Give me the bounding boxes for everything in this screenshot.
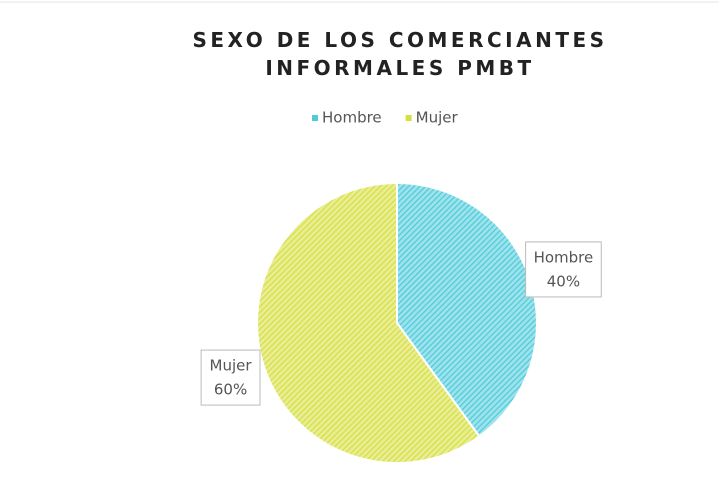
legend-label: Hombre [322,109,382,127]
pie-slice [256,181,481,464]
chart-title: SEXO DE LOS COMERCIANTES INFORMALES PMBT [192,28,608,80]
data-label-category: Hombre [534,248,594,266]
data-label-box [200,349,261,406]
data-label-box [525,241,602,298]
data-label: Mujer 60% [200,349,261,406]
data-label-value: 60% [214,381,247,399]
data-label-category: Mujer [210,357,253,375]
legend-marker [312,115,318,121]
legend-marker [405,115,412,121]
legend-label: Mujer [416,109,459,127]
data-label-value: 40% [547,272,580,290]
data-label: Hombre 40% [525,241,602,298]
